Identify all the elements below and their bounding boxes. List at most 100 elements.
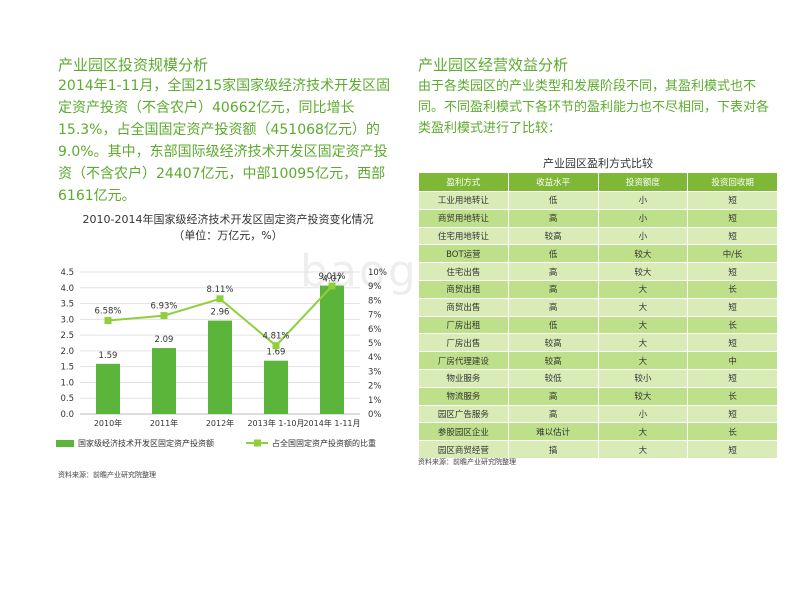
table-cell: 短 <box>687 297 778 317</box>
table-cell: 低 <box>507 191 599 210</box>
table-row: 商贸出租高大长 <box>418 279 778 299</box>
bar-value-label: 4.07 <box>323 275 342 285</box>
table-row: 物业服务 较低 较小短 <box>418 368 778 388</box>
table-cell: 较大 <box>597 244 689 264</box>
table-cell: 高 <box>507 279 599 299</box>
table-cell: 高 <box>507 297 599 317</box>
line-value-label: 8.11% <box>206 285 233 295</box>
table-cell: 参股园区企业 <box>418 422 509 442</box>
line-value-label: 6.93% <box>150 302 177 312</box>
table-cell: 短 <box>687 191 778 210</box>
table-cell: 大 <box>597 279 689 299</box>
table-cell: 厂房代理建设 <box>418 351 509 370</box>
table-cell: 大 <box>597 297 689 317</box>
table-cell: 园区广告服务 <box>418 404 509 424</box>
table-cell: 商贸出售 <box>418 297 509 317</box>
line-value-label: 9.01% <box>318 272 345 282</box>
table-row: 物流服务高较大长 <box>418 386 778 406</box>
table-cell: 较高 <box>507 333 599 353</box>
left-source-note: 资料来源：前瞻产业研究院整理 <box>58 471 156 479</box>
table-header-cell: 投资回收期 <box>687 172 778 192</box>
table-cell: 中/长 <box>687 244 778 264</box>
table-row: 住宅用地转让 较高小短 <box>418 226 778 246</box>
table-cell: 短 <box>687 208 778 228</box>
line-marker <box>272 342 280 350</box>
line-marker <box>104 317 112 325</box>
table-cell: 低 <box>507 244 599 264</box>
table-cell: 小 <box>597 404 689 424</box>
line-value-label: 6.58% <box>94 307 121 317</box>
x-tick-label: 2012年 <box>206 418 234 428</box>
legend-line-label: 占全国固定资产投资额的比重 <box>272 438 376 448</box>
table-cell: 高 <box>507 404 599 424</box>
table-cell: 厂房出租 <box>418 315 509 335</box>
table-row: 园区广告服务高小短 <box>418 404 778 424</box>
table-cell: 高 <box>507 262 599 281</box>
y-left-tick-label: 3.0 <box>60 315 74 325</box>
y-right-tick-label: 0% <box>368 410 382 420</box>
y-left-tick-label: 4.5 <box>60 268 74 278</box>
bar-value-label: 2.96 <box>211 308 230 318</box>
right-section-paragraph: 由于各类园区的产业类型和发展阶段不同，其盈利模式也不同。不同盈利模式下各环节的盈… <box>418 79 770 136</box>
table-body: 工业用地转让低小短商贸用地转让高小短住宅用地转让 较高小短 BOT运营低较大 中/长住… <box>418 191 778 459</box>
table-cell: 大 <box>597 333 689 353</box>
table-cell: 大 <box>597 440 689 459</box>
legend-bar-swatch <box>56 440 74 447</box>
y-right-tick-label: 8% <box>368 296 382 306</box>
table-row: 厂房出售 较高大短 <box>418 333 778 353</box>
left-section-title: 产业园区投资规模分析 <box>58 56 209 74</box>
table-cell: 短 <box>687 368 778 388</box>
table-row: 商贸用地转让高小短 <box>418 208 778 228</box>
bar <box>152 348 176 414</box>
table-row: 商贸出售高大短 <box>418 297 778 317</box>
table-caption: 产业园区盈利方式比较 <box>543 157 653 170</box>
table-cell: 较高 <box>507 226 599 246</box>
y-right-tick-label: 1% <box>368 396 382 406</box>
bar <box>208 320 232 414</box>
table-cell: 较小 <box>597 368 689 388</box>
table-cell: 长 <box>687 386 778 406</box>
table-header-cell: 盈利方式 <box>418 172 509 192</box>
y-right-tick-label: 4% <box>368 353 382 363</box>
y-right-tick-label: 3% <box>368 367 382 377</box>
table-row: 参股园区企业 难以估计大长 <box>418 422 778 442</box>
table-cell: 短 <box>687 404 778 424</box>
y-left-tick-label: 2.5 <box>60 331 74 341</box>
table-cell: 物业服务 <box>418 368 509 388</box>
line-value-label: 4.81% <box>262 332 289 342</box>
table-cell: 大 <box>597 315 689 335</box>
table-cell: 短 <box>687 440 778 459</box>
table-cell: BOT运营 <box>418 244 509 264</box>
table-row: 住宅出售高较大短 <box>418 262 778 281</box>
bar <box>264 360 288 414</box>
table-cell: 高 <box>507 386 599 406</box>
bar <box>320 285 344 414</box>
table-cell: 商贸用地转让 <box>418 208 509 228</box>
y-left-tick-label: 0.0 <box>60 410 74 420</box>
legend-bar-label: 国家级经济技术开发区固定资产投资额 <box>78 438 214 448</box>
bar-value-label: 1.69 <box>267 348 286 358</box>
table-row: 厂房代理建设 较高大中 <box>418 351 778 370</box>
table-row: BOT运营低较大 中/长 <box>418 244 778 264</box>
x-tick-label: 2014年 1-11月 <box>303 418 360 428</box>
table-header-row: 盈利方式 收益水平 投资额度 投资回收期 <box>418 172 778 192</box>
table-header-cell: 收益水平 <box>507 172 599 192</box>
y-left-tick-label: 2.0 <box>60 347 74 357</box>
line-marker <box>328 282 336 290</box>
x-tick-label: 2010年 <box>94 418 122 428</box>
y-right-tick-label: 6% <box>368 325 382 335</box>
bar-value-label: 2.09 <box>155 335 174 345</box>
table-cell: 难以估计 <box>507 422 599 442</box>
table-cell: 物流服务 <box>418 386 509 406</box>
table-cell: 小 <box>597 226 689 246</box>
table-cell: 大 <box>597 351 689 370</box>
y-right-tick-label: 7% <box>368 311 382 321</box>
y-right-tick-label: 10% <box>368 268 387 278</box>
table-cell: 园区商贸经营 <box>418 440 509 459</box>
line-marker <box>160 312 168 320</box>
table-cell: 厂房出售 <box>418 333 509 353</box>
line-marker <box>216 295 224 303</box>
bar <box>96 363 120 414</box>
chart-subtitle: （单位：万亿元，%） <box>173 229 283 242</box>
table-cell: 小 <box>597 208 689 228</box>
